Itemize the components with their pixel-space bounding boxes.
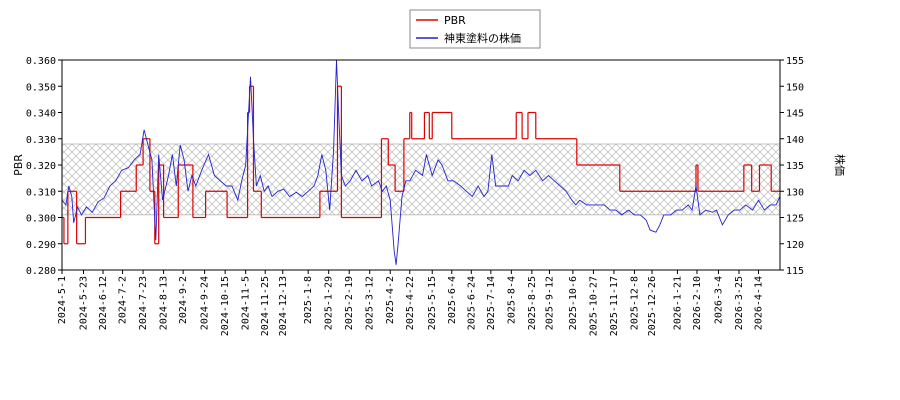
x-tick-label: 2024-12-13 [278, 276, 289, 336]
y-tick-label: 0.310 [26, 187, 56, 198]
x-tick-label: 2024-11-25 [260, 276, 271, 336]
y-tick-label: 0.350 [26, 82, 56, 93]
y-axis-label: PBR [12, 154, 25, 176]
x-tick-label: 2025-4-2 [385, 276, 396, 324]
x-tick-label: 2026-2-10 [692, 276, 703, 330]
x-tick-label: 2025-7-14 [486, 276, 497, 330]
x-tick-label: 2025-12-8 [629, 276, 640, 330]
shaded-range [61, 143, 781, 216]
y2-tick-label: 120 [786, 240, 804, 251]
x-tick-label: 2025-4-22 [405, 276, 416, 330]
y-tick-label: 0.290 [26, 240, 56, 251]
x-tick-label: 2025-11-17 [609, 276, 620, 336]
x-tick-label: 2026-4-14 [754, 276, 765, 330]
plot-frame [61, 59, 781, 271]
x-tick-label: 2024-8-13 [159, 276, 170, 330]
y-tick-label: 0.330 [26, 135, 56, 146]
y-tick-label: 0.360 [26, 56, 56, 67]
y2-tick-label: 135 [786, 161, 804, 172]
x-tick-label: 2024-6-12 [98, 276, 109, 330]
x-tick-label: 2026-3-4 [713, 276, 724, 324]
y2-tick-label: 150 [786, 82, 804, 93]
x-tick-label: 2025-8-4 [506, 276, 517, 324]
y2-axis-label: 株価 [833, 154, 847, 176]
y2-tick-label: 115 [786, 266, 804, 277]
x-tick-label: 2026-1-21 [672, 276, 683, 330]
x-tick-label: 2025-3-12 [365, 276, 376, 330]
x-tick-label: 2025-9-12 [544, 276, 555, 330]
y-tick-label: 0.320 [26, 161, 56, 172]
y-tick-label: 0.280 [26, 266, 56, 277]
legend-label: 神東塗料の株価 [444, 31, 521, 45]
x-tick-label: 2025-2-19 [344, 276, 355, 330]
x-tick-label: 2024-5-23 [78, 276, 89, 330]
x-tick-label: 2024-9-2 [178, 276, 189, 324]
price-line [61, 59, 781, 265]
x-tick-label: 2025-10-27 [588, 276, 599, 336]
x-tick-label: 2025-8-25 [527, 276, 538, 330]
x-tick-label: 2025-12-26 [647, 276, 658, 336]
y2-tick-label: 155 [786, 56, 804, 67]
legend-box [409, 9, 541, 49]
x-tick-label: 2026-3-25 [734, 276, 745, 330]
y2-tick-label: 125 [786, 214, 804, 225]
x-tick-label: 2025-1-29 [324, 276, 335, 330]
x-tick-label: 2025-5-15 [427, 276, 438, 330]
x-tick-label: 2025-6-24 [466, 276, 477, 330]
x-tick-label: 2024-7-23 [138, 276, 149, 330]
y2-tick-label: 130 [786, 187, 804, 198]
y2-tick-label: 140 [786, 135, 804, 146]
x-tick-label: 2024-9-24 [200, 276, 211, 330]
y-tick-label: 0.300 [26, 214, 56, 225]
y2-tick-label: 145 [786, 109, 804, 120]
x-tick-label: 2025-6-4 [447, 276, 458, 324]
x-tick-label: 2024-5-1 [57, 276, 68, 324]
x-tick-label: 2024-7-2 [118, 276, 129, 324]
legend-label: PBR [444, 14, 466, 27]
x-tick-label: 2025-1-8 [303, 276, 314, 324]
x-tick-label: 2024-11-5 [241, 276, 252, 330]
y-tick-label: 0.340 [26, 109, 56, 120]
x-tick-label: 2025-10-6 [568, 276, 579, 330]
x-tick-label: 2024-10-15 [220, 276, 231, 336]
